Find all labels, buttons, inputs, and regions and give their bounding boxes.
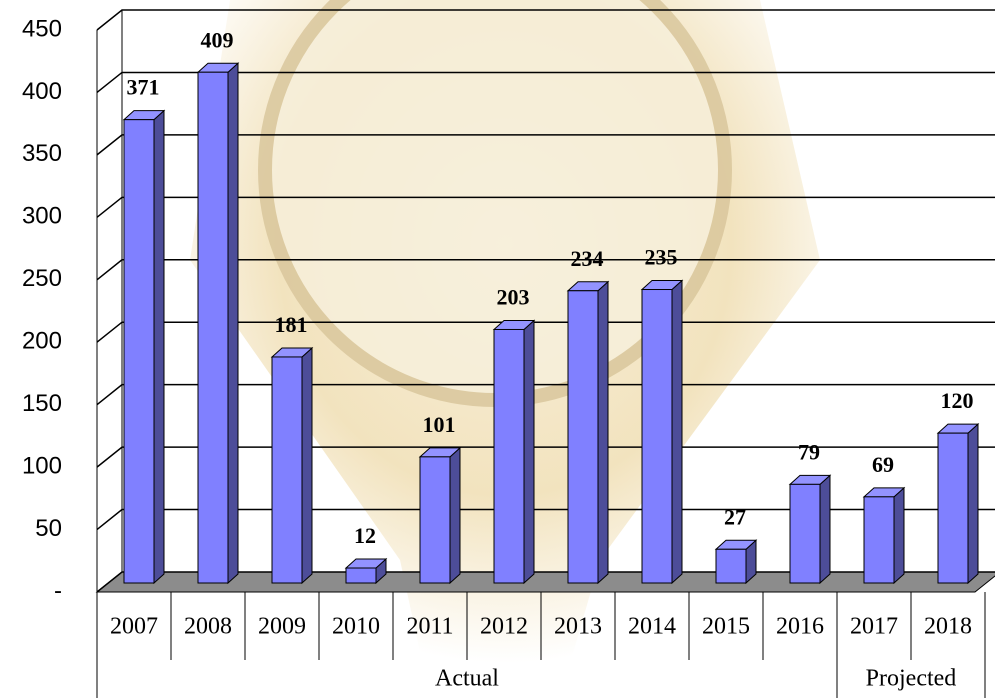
value-label: 101: [423, 412, 456, 437]
y-tick-label: 350: [22, 140, 62, 167]
bar: [788, 474, 832, 585]
bar-side: [523, 319, 535, 585]
bar-front: [123, 119, 155, 584]
y-tick-label: 50: [35, 515, 62, 542]
bar-front: [641, 289, 673, 584]
value-label: 12: [354, 523, 376, 548]
bar-side: [153, 109, 165, 585]
x-tick-label: 2016: [776, 614, 824, 640]
grid-line: [96, 134, 995, 156]
x-tick-label: 2018: [924, 614, 972, 640]
value-label: 27: [724, 504, 746, 529]
value-label: 409: [201, 27, 234, 52]
bar-front: [937, 432, 969, 584]
bar-side: [967, 423, 979, 585]
bar: [936, 423, 980, 585]
grid-line: [96, 321, 995, 343]
grid-line: [96, 196, 995, 218]
bar-side: [671, 279, 683, 585]
value-label: 79: [798, 439, 820, 464]
bar-front: [493, 328, 525, 584]
bar-front: [715, 548, 747, 584]
bar-side: [449, 446, 461, 585]
bar: [566, 280, 610, 585]
y-tick-label: 150: [22, 390, 62, 417]
x-tick-label: 2009: [258, 614, 306, 640]
bar-front: [567, 290, 599, 584]
bar-front: [197, 71, 229, 584]
grid-line: [96, 383, 995, 406]
x-tick-label: 2008: [184, 614, 232, 640]
group-label: Actual: [435, 666, 499, 692]
bar-side: [819, 474, 831, 585]
bar-side: [597, 280, 609, 585]
bar: [714, 539, 758, 585]
y-tick-label: 100: [22, 452, 62, 479]
bar-side: [893, 486, 905, 585]
bar-front: [419, 456, 451, 584]
grid-line: [96, 508, 995, 531]
x-tick-label: 2010: [332, 614, 380, 640]
x-tick-label: 2017: [850, 614, 898, 640]
x-tick-label: 2011: [406, 614, 453, 640]
bar: [862, 486, 906, 585]
bar-side: [227, 62, 239, 585]
bar: [640, 279, 684, 585]
bar: [492, 319, 536, 585]
bar: [344, 557, 388, 585]
x-tick-label: 2007: [110, 614, 158, 640]
y-tick-label: 300: [22, 203, 62, 230]
bar-side: [301, 346, 313, 585]
value-label: 120: [941, 388, 974, 413]
value-label: 371: [127, 75, 160, 100]
x-tick-label: 2012: [480, 614, 528, 640]
y-tick-label: 400: [22, 78, 62, 105]
bar: [122, 109, 166, 585]
grid-line: [96, 571, 995, 593]
y-tick-label: 450: [22, 15, 62, 42]
y-tick-label: 200: [22, 328, 62, 355]
bar-front: [271, 356, 303, 584]
grid-line: [96, 259, 995, 281]
grid-line: [96, 446, 995, 468]
bar: [270, 346, 314, 585]
value-label: 234: [571, 246, 604, 271]
x-tick-label: 2013: [554, 614, 602, 640]
bar-front: [345, 567, 377, 584]
group-label: Projected: [866, 666, 957, 692]
value-label: 181: [275, 312, 308, 337]
x-tick-label: 2014: [628, 614, 676, 640]
y-tick-label: 250: [22, 265, 62, 292]
bar-front: [789, 483, 821, 584]
value-label: 203: [497, 285, 530, 310]
bar-front: [863, 496, 895, 584]
y-tick-label: -: [54, 577, 62, 604]
bar: [418, 446, 462, 585]
value-label: 69: [872, 452, 894, 477]
grid-line: [96, 71, 995, 94]
bar: [196, 62, 240, 585]
x-tick-label: 2015: [702, 614, 750, 640]
value-label: 235: [645, 245, 678, 270]
grid-line: [96, 9, 995, 31]
